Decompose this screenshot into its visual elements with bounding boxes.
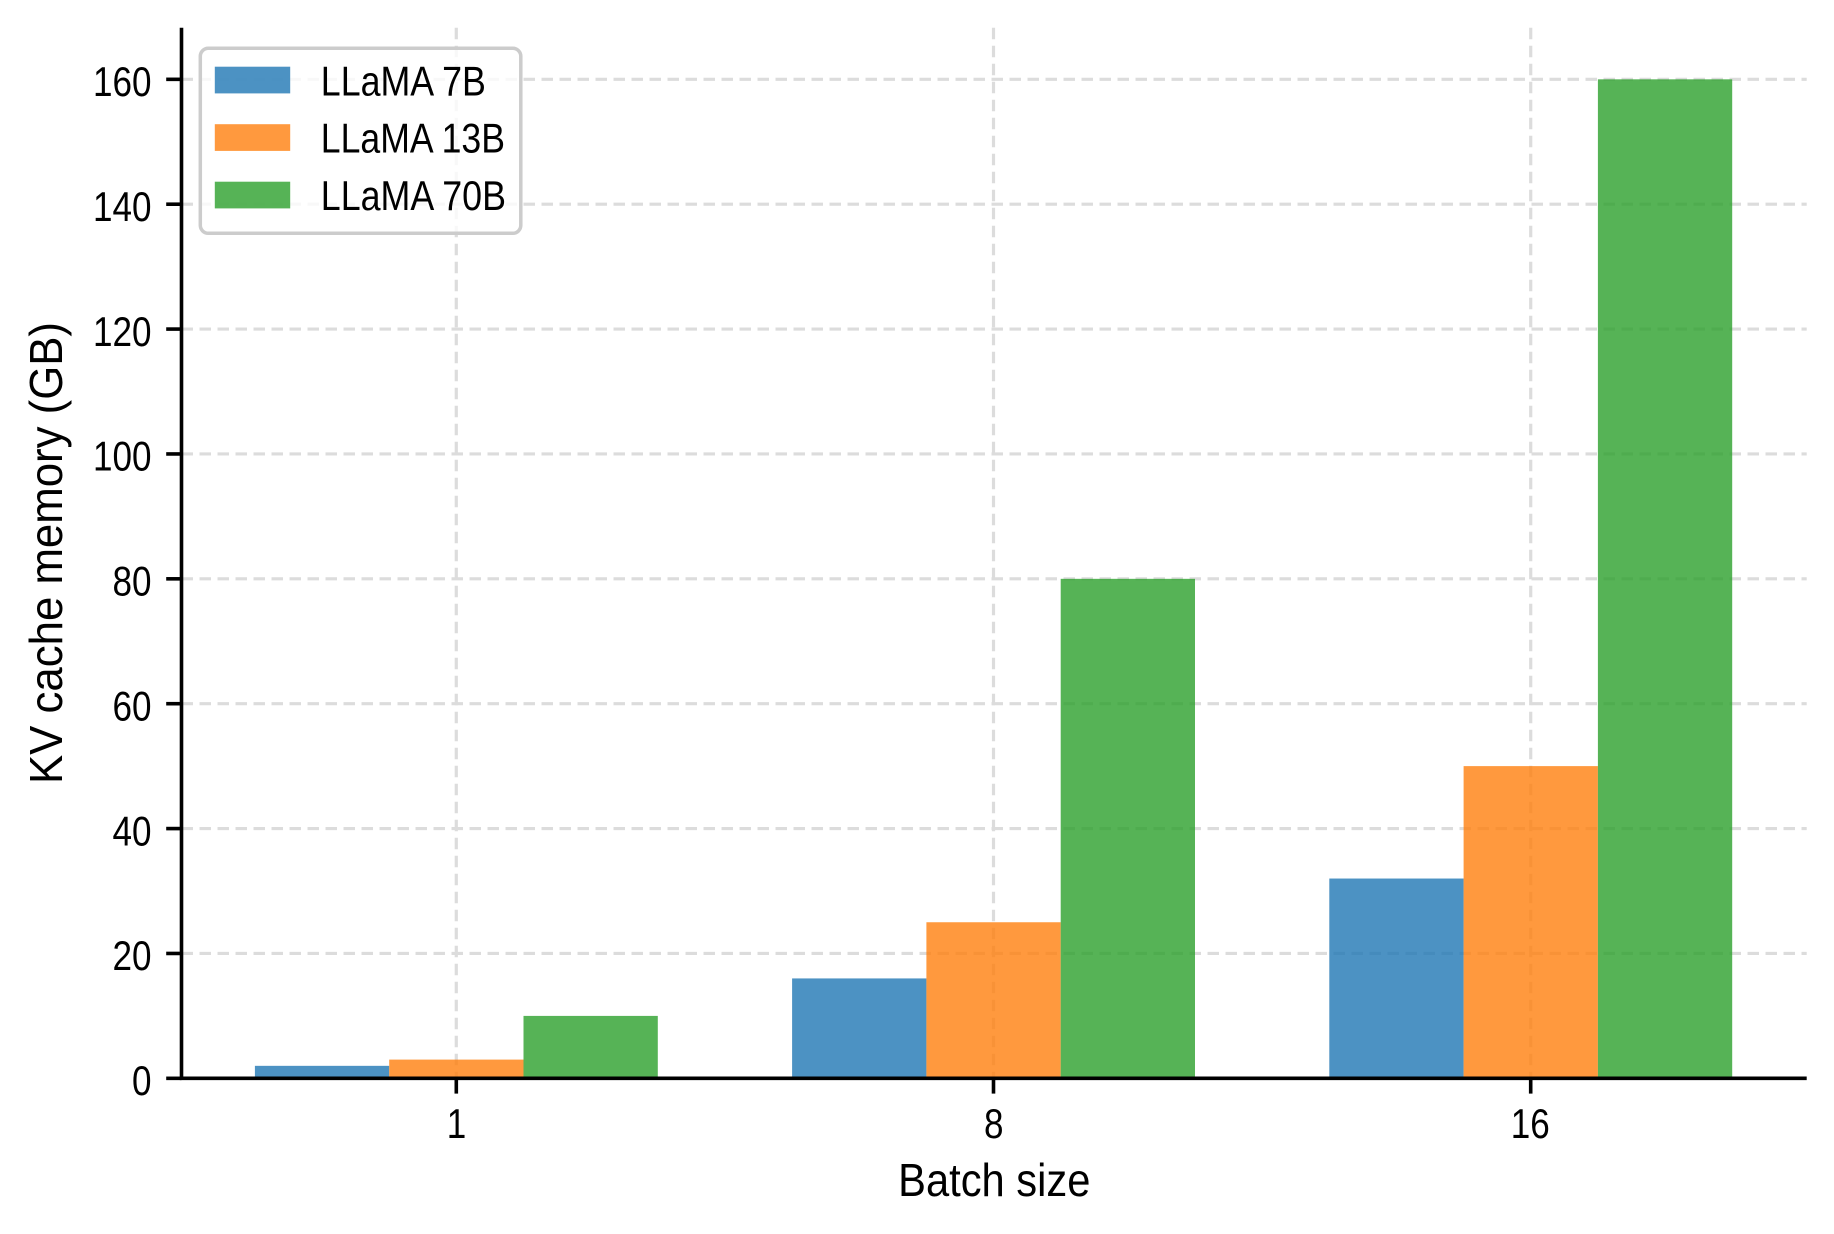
svg-text:0: 0 [132,1057,152,1104]
svg-text:100: 100 [93,433,152,480]
svg-text:1: 1 [447,1100,467,1147]
svg-text:140: 140 [93,183,152,230]
svg-text:KV cache memory (GB): KV cache memory (GB) [20,322,72,784]
svg-text:40: 40 [113,807,152,854]
svg-text:20: 20 [113,932,152,979]
svg-text:16: 16 [1511,1100,1550,1147]
svg-text:8: 8 [984,1100,1004,1147]
svg-text:LLaMA 13B: LLaMA 13B [321,115,505,162]
svg-text:80: 80 [113,558,152,605]
svg-text:120: 120 [93,308,152,355]
svg-text:160: 160 [93,58,152,105]
svg-text:60: 60 [113,683,152,730]
svg-text:LLaMA 70B: LLaMA 70B [321,172,506,219]
svg-text:Batch size: Batch size [898,1154,1090,1206]
svg-text:LLaMA 7B: LLaMA 7B [321,57,486,104]
